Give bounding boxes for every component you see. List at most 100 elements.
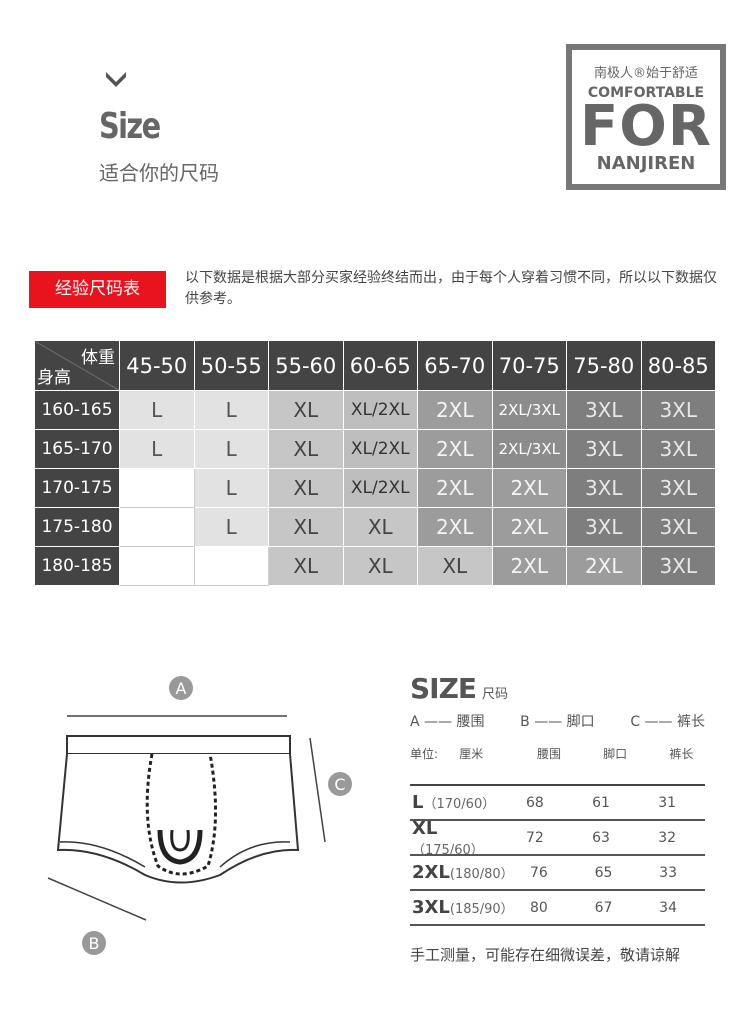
size-cell (193, 546, 269, 586)
brand-logo: 南极人®始于舒适 COMFORTABLE FOR NANJIREN (566, 44, 726, 190)
table-row: 170-175 L XL XL/2XL 2XL 2XL 3XL 3XL (34, 468, 716, 508)
size-label: XL (412, 817, 438, 839)
unit-value: 厘米 (459, 747, 484, 761)
page-title: Size (99, 106, 161, 147)
header-leg: 脚口 (603, 747, 628, 761)
leg-value: 67 (594, 899, 613, 916)
spec-row: L（170/60） 68 61 31 (410, 786, 705, 821)
leg-value: 63 (592, 829, 610, 846)
underwear-diagram: A C B (47, 676, 352, 955)
size-cell: 2XL (417, 429, 493, 469)
size-cell: XL/2XL (342, 429, 418, 469)
weight-column-header: 75-80 (566, 340, 642, 391)
size-cell: 2XL (566, 546, 642, 586)
size-cell: 3XL (640, 507, 716, 547)
size-spec: SIZE 尺码 A —— 腰围 B —— 脚口 C —— 裤长 单位: 厘米 腰围… (410, 672, 705, 965)
measure-legend: A —— 腰围 B —— 脚口 C —— 裤长 (410, 711, 705, 731)
size-label: 2XL (412, 862, 450, 883)
size-cell (119, 468, 195, 508)
weight-column-header: 70-75 (491, 340, 567, 391)
size-cell: L (193, 429, 269, 469)
footnote: 手工测量，可能存在细微误差，敬请谅解 (410, 946, 681, 964)
logo-line: COMFORTABLE (587, 85, 705, 101)
weight-column-header: 45-50 (119, 340, 195, 391)
size-cell (119, 546, 195, 586)
spec-title-sub: 尺码 (482, 687, 509, 702)
size-ref: （175/60） (412, 842, 484, 858)
waist-value: 76 (529, 864, 548, 881)
size-cell: 3XL (640, 546, 716, 586)
weight-column-header: 55-60 (268, 340, 344, 391)
size-cell: 3XL (640, 390, 716, 430)
height-row-header: 160-165 (34, 390, 120, 430)
spec-size: 3XL(185/90） (410, 897, 514, 918)
weight-column-header: 60-65 (342, 340, 418, 391)
size-cell: 2XL (417, 507, 493, 547)
size-cell: L (193, 468, 269, 508)
size-cell: 3XL (566, 429, 642, 469)
weight-column-header: 50-55 (193, 340, 269, 391)
size-cell: 3XL (566, 507, 642, 547)
page-subtitle: 适合你的尺码 (99, 161, 219, 185)
spec-size: XL （175/60） (410, 818, 497, 858)
legend-item: A —— 腰围 (410, 714, 485, 730)
waist-value: 68 (525, 794, 544, 811)
size-cell: XL (417, 546, 493, 586)
length-value: 31 (658, 794, 677, 811)
leg-value: 61 (592, 794, 610, 811)
size-label: L (412, 792, 424, 813)
size-cell: XL (268, 468, 344, 508)
size-table: 体重 身高 45-50 50-55 55-60 60-65 65-70 70-75 75-80… (34, 340, 716, 586)
size-cell: L (193, 507, 269, 547)
height-label: 身高 (37, 368, 71, 388)
corner-header: 体重 身高 (34, 340, 120, 391)
chevron-down-icon (106, 72, 126, 87)
size-cell: XL (268, 429, 344, 469)
waist-value: 80 (529, 899, 548, 916)
size-cell: 2XL/3XL (491, 390, 567, 430)
spec-title: SIZE 尺码 (410, 672, 705, 705)
spec-row: 3XL(185/90） 80 67 34 (410, 891, 705, 926)
size-cell: 3XL (640, 468, 716, 508)
table-row: 180-185 XL XL XL 2XL 2XL 3XL (34, 546, 716, 586)
size-cell: XL (268, 507, 344, 547)
size-cell: 3XL (640, 429, 716, 469)
table-row: 165-170 L L XL XL/2XL 2XL 2XL/3XL 3XL 3XL (34, 429, 716, 469)
size-cell: 3XL (566, 390, 642, 430)
size-label: 3XL (412, 897, 450, 918)
size-ref: (180/80） (449, 867, 514, 882)
size-cell: 2XL (417, 390, 493, 430)
spec-header-row: 单位: 厘米 腰围 脚口 裤长 (410, 745, 705, 762)
size-cell (119, 507, 195, 547)
height-row-header: 175-180 (34, 507, 120, 547)
weight-column-header: 65-70 (417, 340, 493, 391)
legend-item: B —— 脚口 (520, 714, 595, 730)
table-row: 160-165 L L XL XL/2XL 2XL 2XL/3XL 3XL 3XL (34, 390, 716, 430)
header-waist: 腰围 (536, 747, 561, 761)
length-value: 32 (658, 829, 677, 846)
experience-badge: 经验尺码表 (29, 271, 166, 308)
height-row-header: 170-175 (34, 468, 120, 508)
size-cell: 2XL (491, 546, 567, 586)
size-cell: XL (268, 546, 344, 586)
size-cell: 3XL (566, 468, 642, 508)
size-cell: 2XL (491, 507, 567, 547)
weight-column-header: 80-85 (640, 340, 716, 391)
size-cell: XL/2XL (342, 468, 418, 508)
table-row: 175-180 L XL XL 2XL 2XL 3XL 3XL (34, 507, 716, 547)
spec-size: 2XL(180/80） (410, 862, 514, 883)
size-cell: XL (342, 507, 418, 547)
weight-label: 体重 (81, 348, 115, 368)
size-cell: XL (342, 546, 418, 586)
height-row-header: 180-185 (34, 546, 120, 586)
size-ref: (185/90） (449, 902, 514, 917)
label-c: C (334, 775, 345, 794)
size-cell: 2XL/3XL (491, 429, 567, 469)
size-cell: L (119, 429, 195, 469)
label-b: B (89, 934, 100, 953)
logo-line: 南极人®始于舒适 (593, 66, 698, 81)
leg-value: 65 (594, 864, 613, 881)
size-cell: L (193, 390, 269, 430)
size-cell: XL/2XL (342, 390, 418, 430)
length-value: 33 (659, 864, 677, 881)
